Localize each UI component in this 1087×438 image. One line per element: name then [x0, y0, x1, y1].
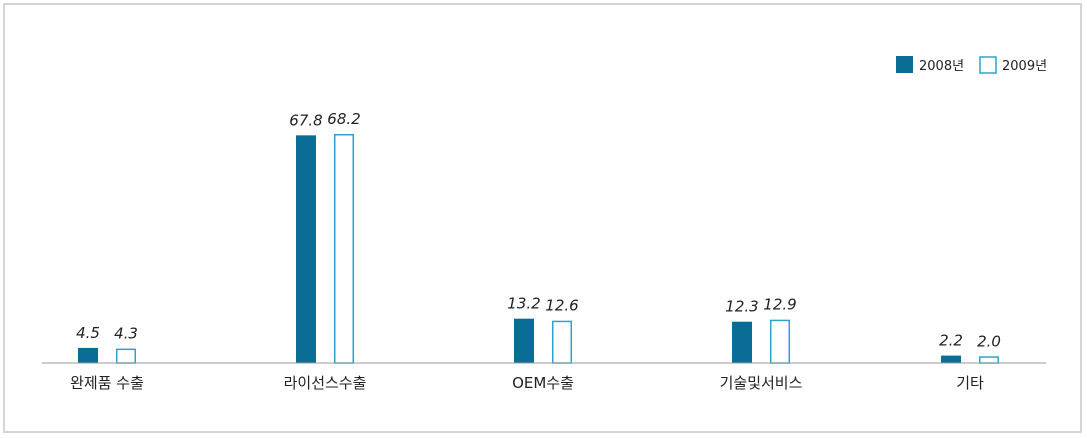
bar-2009-0 [116, 348, 136, 364]
labels-group: 4.5 4.3 완제품 수출 67.8 68.2 라이선스수출 13.2 12.6 OEM수출 1… [70, 110, 1001, 392]
value-label-2008-4: 2.2 [939, 332, 963, 350]
value-label-2009-0: 4.3 [114, 325, 138, 343]
legend: 2008년 2009년 [896, 56, 1047, 74]
value-label-2008-2: 13.2 [507, 295, 540, 313]
bar-2008-2 [514, 318, 534, 363]
bar-2009-1 [334, 134, 354, 364]
value-label-2008-0: 4.5 [76, 324, 100, 342]
category-label-1: 라이선스수출 [284, 374, 367, 392]
category-label-2: OEM수출 [512, 374, 574, 392]
bar-2008-4 [941, 355, 961, 363]
bars-group [78, 134, 999, 364]
bar-2008-1 [296, 135, 316, 363]
bar-2009-2 [552, 320, 572, 364]
value-label-2009-4: 2.0 [977, 332, 1001, 350]
bar-2008-3 [732, 321, 752, 363]
legend-label-2008: 2008년 [919, 59, 964, 74]
value-label-2009-1: 68.2 [327, 110, 360, 128]
chart-frame [3, 3, 1082, 433]
bar-2009-4 [979, 356, 999, 364]
legend-swatch-2008 [896, 56, 913, 73]
bar-2008-0 [78, 347, 98, 363]
value-label-2009-2: 12.6 [545, 297, 578, 315]
category-label-3: 기술및서비스 [720, 374, 803, 392]
value-label-2009-3: 12.9 [763, 296, 796, 314]
category-label-0: 완제품 수출 [70, 374, 144, 392]
category-label-4: 기타 [956, 374, 984, 392]
bar-2009-3 [770, 319, 790, 364]
value-label-2008-1: 67.8 [289, 111, 322, 129]
legend-swatch-2009 [979, 56, 997, 74]
legend-label-2009: 2009년 [1002, 59, 1047, 74]
value-label-2008-3: 12.3 [725, 298, 758, 316]
